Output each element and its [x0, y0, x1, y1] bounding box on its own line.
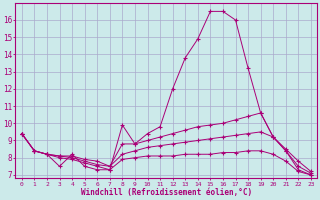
X-axis label: Windchill (Refroidissement éolien,°C): Windchill (Refroidissement éolien,°C)	[81, 188, 252, 197]
